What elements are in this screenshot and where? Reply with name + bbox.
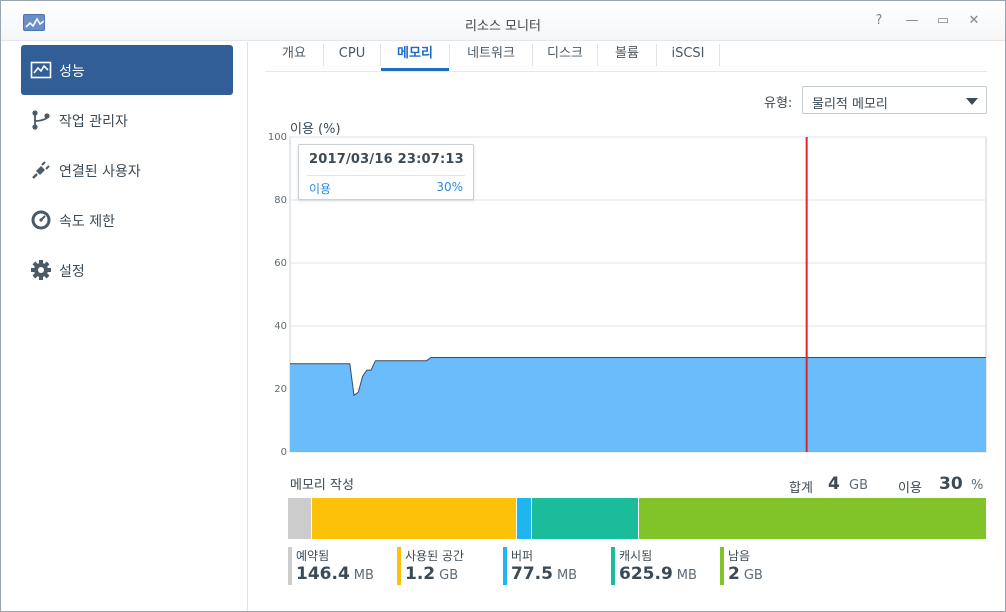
tooltip-timestamp: 2017/03/16 23:07:13	[309, 152, 464, 167]
legend-swatch	[288, 547, 292, 585]
total-label: 합계	[789, 481, 813, 496]
title-bar: 리소스 모니터 ? — ▭ ✕	[1, 1, 1005, 41]
composition-segment	[312, 498, 518, 539]
tab-divider	[323, 44, 324, 66]
legend-name: 예약됨	[296, 549, 330, 563]
composition-segment	[638, 498, 987, 539]
legend-swatch	[397, 547, 401, 585]
help-icon[interactable]: ?	[875, 13, 883, 28]
y-tick-label: 80	[274, 195, 287, 206]
usage-unit: %	[971, 478, 984, 493]
tab-divider	[656, 44, 657, 66]
sidebar-item-label: 속도 제한	[59, 214, 115, 230]
chart-tooltip: 2017/03/16 23:07:13 이용 30%	[298, 144, 474, 200]
tab-disk[interactable]: 디스크	[547, 46, 583, 61]
legend-swatch	[503, 547, 507, 585]
sidebar-item-speed-limit[interactable]: 속도 제한	[21, 195, 233, 245]
composition-title: 메모리 작성	[290, 478, 354, 493]
usage-line	[290, 357, 986, 397]
chevron-down-icon	[966, 98, 978, 105]
sidebar-item-label: 성능	[59, 64, 85, 80]
legend-name: 버퍼	[511, 549, 534, 563]
usage-value: 30	[939, 474, 963, 494]
tab-volume[interactable]: 볼륨	[615, 46, 639, 61]
total-value: 4	[828, 474, 840, 494]
sidebar-item-performance[interactable]: 성능	[21, 45, 233, 95]
tab-bar-underline	[265, 71, 987, 72]
legend-name: 사용된 공간	[405, 549, 465, 563]
type-select-value: 물리적 메모리	[812, 97, 888, 112]
legend-value: 625.9 MB	[619, 564, 697, 584]
tab-iscsi[interactable]: iSCSI	[671, 46, 705, 61]
tooltip-usage-value: 30%	[436, 180, 463, 194]
legend-name: 남음	[728, 549, 751, 563]
y-tick-label: 100	[268, 132, 287, 143]
y-tick-label: 60	[274, 258, 287, 269]
memory-composition-bar	[288, 498, 987, 539]
legend-used: 사용된 공간 1.2 GB	[397, 547, 464, 587]
sidebar-item-label: 작업 관리자	[59, 114, 128, 130]
legend-value: 2 GB	[728, 564, 763, 584]
legend-reserved: 예약됨 146.4 MB	[288, 547, 374, 587]
close-icon[interactable]: ✕	[968, 13, 980, 28]
active-tab-indicator	[381, 68, 449, 71]
y-tick-label: 20	[274, 384, 287, 395]
type-label: 유형:	[764, 96, 793, 111]
minimize-icon[interactable]: —	[905, 13, 919, 28]
legend-value: 146.4 MB	[296, 564, 374, 584]
legend-buffer: 버퍼 77.5 MB	[503, 547, 577, 587]
legend-name: 캐시됨	[619, 549, 653, 563]
legend-cached: 캐시됨 625.9 MB	[611, 547, 697, 587]
legend-swatch	[720, 547, 724, 585]
sidebar-item-label: 설정	[59, 264, 85, 280]
sidebar-item-connected-users[interactable]: 연결된 사용자	[21, 145, 233, 195]
gear-icon	[31, 260, 51, 280]
type-select[interactable]: 물리적 메모리	[802, 86, 987, 114]
total-unit: GB	[849, 478, 868, 493]
tab-network[interactable]: 네트워크	[467, 46, 515, 61]
performance-chart-icon	[30, 61, 52, 79]
tab-divider	[532, 44, 533, 66]
window-title: 리소스 모니터	[465, 19, 541, 34]
chart-title: 이용 (%)	[290, 122, 341, 137]
usage-label: 이용	[898, 481, 922, 496]
task-manager-icon	[32, 110, 50, 130]
legend-value: 1.2 GB	[405, 564, 459, 584]
legend-value: 77.5 MB	[511, 564, 578, 584]
tab-divider	[597, 44, 598, 66]
tab-overview[interactable]: 개요	[282, 46, 306, 61]
tooltip-divider	[307, 175, 465, 176]
resource-monitor-app-icon	[23, 14, 45, 31]
sidebar-item-task-manager[interactable]: 작업 관리자	[21, 95, 233, 145]
plug-icon	[32, 161, 50, 179]
legend-swatch	[611, 547, 615, 585]
composition-segment	[288, 498, 313, 539]
tab-divider	[719, 44, 720, 66]
y-tick-label: 40	[274, 321, 287, 332]
sidebar-item-settings[interactable]: 설정	[21, 245, 233, 295]
sidebar: 성능 작업 관리자 연결된 사용자	[1, 42, 248, 611]
y-tick-label: 0	[281, 447, 287, 458]
tab-memory[interactable]: 메모리	[397, 46, 433, 61]
sidebar-item-label: 연결된 사용자	[59, 164, 141, 180]
composition-segment	[531, 498, 639, 539]
tab-divider	[449, 44, 450, 66]
tab-cpu[interactable]: CPU	[338, 46, 366, 61]
composition-segment	[517, 498, 532, 539]
speedometer-icon	[31, 210, 51, 230]
tab-divider	[380, 44, 381, 66]
tooltip-usage-label: 이용	[309, 182, 332, 196]
usage-area	[290, 357, 986, 452]
maximize-icon[interactable]: ▭	[936, 13, 950, 28]
legend-free: 남음 2 GB	[720, 547, 763, 587]
